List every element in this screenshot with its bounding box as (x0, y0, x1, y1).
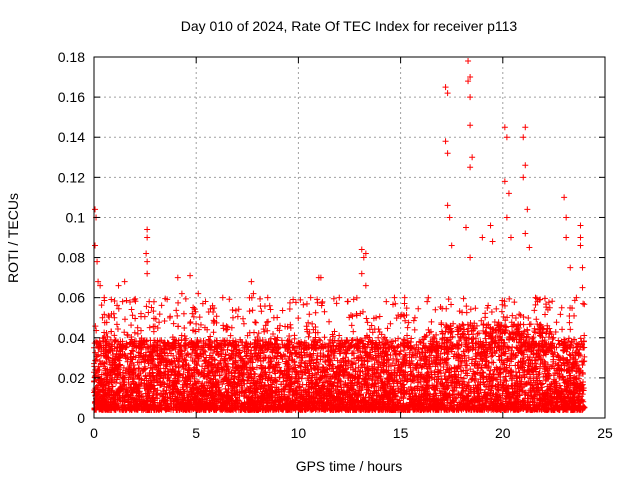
data-point (566, 351, 573, 358)
data-point (168, 350, 175, 357)
data-point (580, 358, 587, 365)
data-point (236, 347, 243, 354)
data-point (145, 360, 152, 367)
data-point (222, 385, 229, 392)
data-point (510, 322, 517, 329)
data-point (253, 364, 260, 371)
x-axis-label: GPS time / hours (296, 458, 403, 474)
data-point (154, 391, 161, 398)
data-point (524, 327, 531, 334)
data-point (545, 334, 552, 341)
data-point (453, 394, 460, 401)
data-point (277, 352, 284, 359)
data-point (130, 375, 137, 382)
data-points (91, 58, 588, 413)
chart-title: Day 010 of 2024, Rate Of TEC Index for r… (181, 18, 518, 34)
data-point (187, 354, 194, 361)
data-point (485, 321, 492, 328)
data-point (296, 375, 303, 382)
data-point (555, 337, 562, 344)
data-point (351, 355, 358, 362)
y-axis-label: ROTI / TECUs (5, 193, 21, 283)
data-point (490, 359, 497, 366)
